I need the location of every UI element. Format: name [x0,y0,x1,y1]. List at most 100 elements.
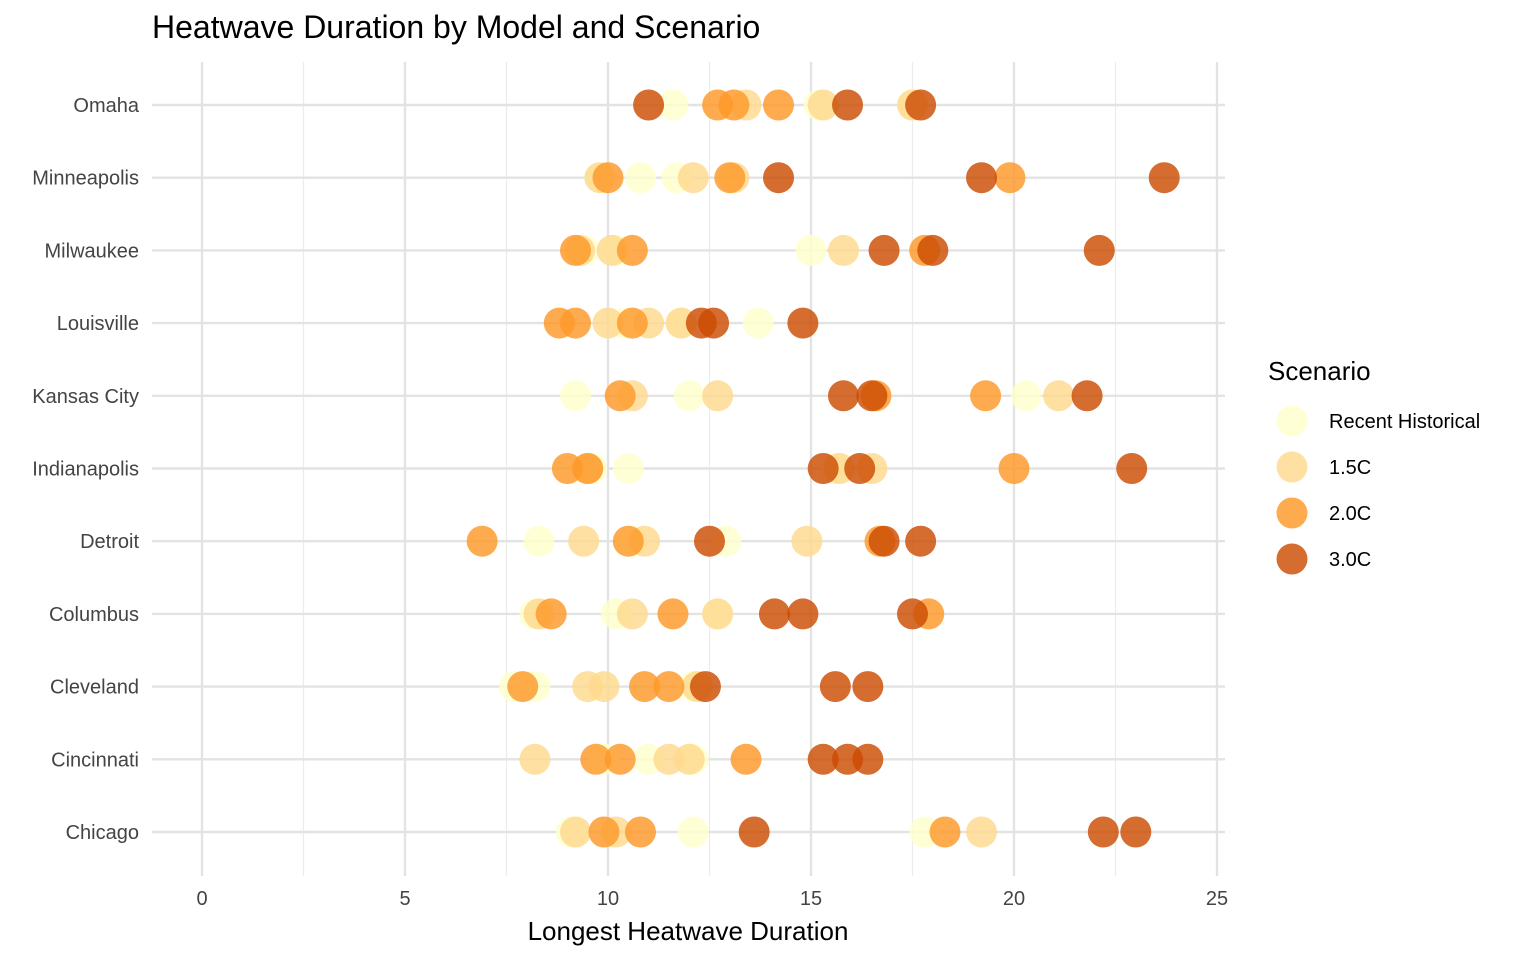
data-point [791,525,823,557]
data-point [1148,162,1180,194]
data-point [604,743,636,775]
y-tick-label: Louisville [57,313,139,335]
x-axis-title: Longest Heatwave Duration [528,916,849,946]
data-point [616,598,648,630]
y-axis-tick-labels: Chicago Cincinnati Cleveland Columbus Detroi… [32,95,140,844]
x-tick-label: 25 [1206,888,1228,910]
data-point [702,598,734,630]
x-axis-tick-labels: 0 5 10 15 20 25 [196,888,1228,910]
data-point [1010,380,1042,412]
legend-key [1276,543,1308,575]
data-point [1083,234,1115,266]
data-point [868,525,900,557]
data-point [588,671,620,703]
data-point [592,162,624,194]
data-point [653,671,685,703]
y-tick-label: Cleveland [50,677,139,699]
data-point [677,162,709,194]
data-point [612,453,644,484]
data-point [807,453,839,484]
data-point [868,234,900,266]
data-point [998,453,1030,484]
data-point [592,307,624,339]
data-points [466,89,1180,848]
data-point [807,743,839,775]
legend-label: 2.0C [1329,503,1371,525]
data-point [689,671,721,703]
legend-label: 1.5C [1329,457,1371,479]
data-point [604,380,636,412]
data-point [966,816,998,848]
data-point [795,234,827,266]
data-point [929,816,961,848]
data-point [560,307,592,339]
x-tick-label: 20 [1003,888,1025,910]
data-point [1071,380,1103,412]
data-point [572,453,604,484]
data-point [994,162,1026,194]
y-tick-label: Cincinnati [51,749,139,771]
data-point [657,89,689,121]
data-point [738,816,770,848]
data-point [905,525,937,557]
data-point [714,162,746,194]
data-point [852,671,884,703]
data-point [523,525,555,557]
data-point [698,307,730,339]
x-tick-label: 0 [196,888,207,910]
data-point [856,380,888,412]
data-point [612,525,644,557]
y-tick-label: Indianapolis [32,459,139,481]
legend-title: Scenario [1268,356,1371,386]
data-point [535,598,567,630]
legend-key [1276,405,1308,437]
data-point [844,453,876,484]
chart-title: Heatwave Duration by Model and Scenario [152,9,760,45]
x-tick-label: 15 [800,888,822,910]
data-point [702,380,734,412]
data-point [807,89,839,121]
data-point [657,598,689,630]
data-point [677,816,709,848]
data-point [624,816,656,848]
data-point [970,380,1002,412]
data-point [560,816,592,848]
data-point [742,307,774,339]
data-point [560,380,592,412]
data-point [758,598,790,630]
legend-label: Recent Historical [1329,411,1480,433]
x-tick-label: 10 [597,888,619,910]
data-point [466,525,498,557]
data-point [763,162,795,194]
y-tick-label: Chicago [66,822,139,844]
x-tick-label: 5 [399,888,410,910]
data-point [673,743,705,775]
legend-key [1276,497,1308,529]
data-point [730,743,762,775]
data-point [580,743,612,775]
data-point [616,307,648,339]
data-point [832,89,864,121]
data-point [852,743,884,775]
data-point [568,525,600,557]
data-point [827,380,859,412]
data-point [827,234,859,266]
data-point [629,671,661,703]
y-tick-label: Kansas City [32,386,139,408]
data-point [624,162,656,194]
data-point [718,89,750,121]
y-tick-label: Milwaukee [45,240,139,262]
y-tick-label: Minneapolis [32,168,139,190]
data-point [897,598,928,630]
data-point [519,743,551,775]
data-point [694,525,725,557]
data-point [1116,453,1148,484]
data-point [787,307,819,339]
data-point [673,380,705,412]
legend-label: 3.0C [1329,549,1371,571]
data-point [763,89,795,121]
data-point [1043,380,1075,412]
data-point [905,89,937,121]
data-point [1120,816,1152,848]
data-point [917,234,949,266]
